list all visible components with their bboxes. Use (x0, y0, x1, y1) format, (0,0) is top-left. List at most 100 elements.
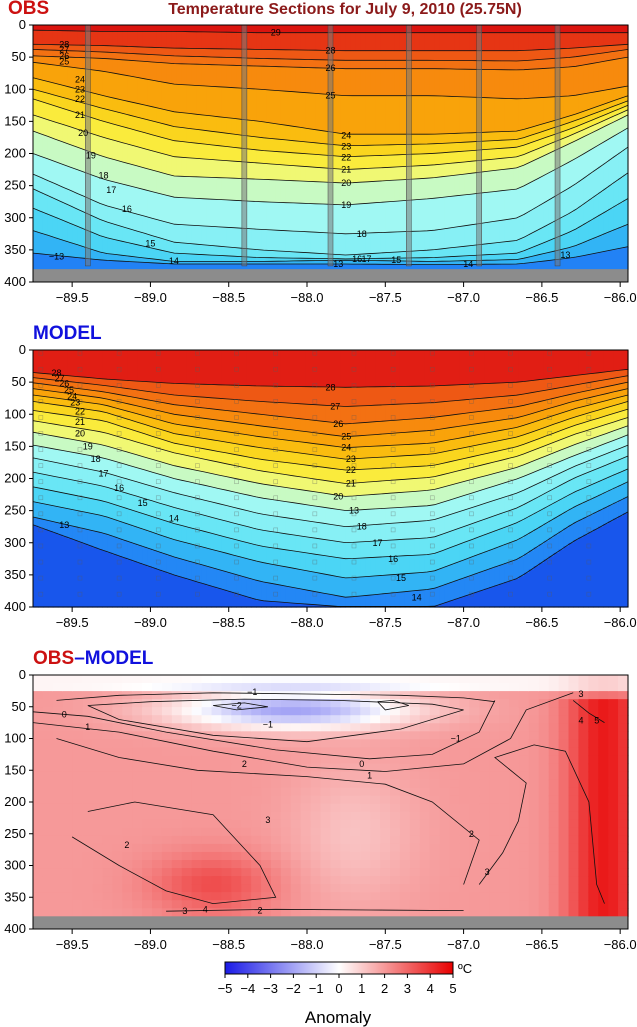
field-cell (191, 198, 198, 226)
field-cell (127, 524, 133, 543)
field-cell (295, 430, 302, 443)
field-cell (92, 350, 99, 379)
field-cell (325, 456, 332, 469)
field-cell (404, 491, 411, 508)
field-cell (87, 402, 94, 411)
field-cell (310, 505, 317, 523)
field-cell (176, 127, 183, 142)
field-cell (147, 79, 153, 107)
field-cell (588, 438, 594, 450)
field-cell (578, 442, 584, 454)
field-cell (261, 437, 267, 449)
field-cell (191, 158, 198, 178)
field-cell (454, 471, 461, 485)
field-cell (429, 465, 436, 478)
station-cast (241, 24, 248, 267)
field-cell (523, 553, 530, 574)
field-cell (285, 251, 292, 259)
field-cell (325, 405, 332, 423)
field-cell (37, 395, 44, 404)
field-cell (72, 168, 79, 194)
field-cell (127, 411, 133, 421)
field-cell (72, 427, 79, 441)
field-cell (251, 435, 257, 448)
field-cell (553, 501, 560, 519)
field-cell (275, 180, 282, 203)
field-cell (166, 263, 173, 270)
field-cell (439, 416, 446, 430)
field-cell (444, 473, 451, 487)
field-cell (181, 395, 188, 407)
field-cell (82, 482, 89, 498)
field-cell (563, 248, 570, 260)
anomaly-cell (52, 771, 64, 781)
field-cell (92, 384, 99, 392)
field-cell (479, 244, 485, 256)
field-cell (345, 470, 351, 485)
field-cell (479, 260, 485, 265)
field-cell (350, 204, 356, 235)
anomaly-cell (33, 763, 44, 773)
field-cell (206, 56, 213, 66)
field-cell (608, 505, 614, 522)
field-cell (439, 474, 446, 489)
field-cell (390, 201, 396, 233)
field-cell (533, 412, 540, 422)
field-cell (241, 525, 247, 543)
field-cell (593, 32, 599, 48)
grid-point (508, 527, 513, 533)
field-cell (251, 264, 257, 270)
field-cell (330, 481, 337, 496)
field-cell (608, 117, 614, 125)
field-cell (360, 446, 366, 459)
contour-label: 14 (169, 256, 179, 266)
field-cell (474, 398, 480, 413)
anomaly-cell (52, 723, 64, 732)
field-cell (504, 526, 510, 545)
field-cell (137, 262, 143, 270)
field-cell (464, 468, 470, 482)
field-cell (409, 403, 416, 420)
field-cell (211, 48, 218, 58)
field-cell (623, 409, 629, 419)
field-cell (434, 488, 441, 505)
field-cell (608, 399, 614, 408)
field-cell (449, 564, 456, 583)
anomaly-cell (152, 707, 163, 716)
field-cell (137, 231, 143, 246)
field-cell (474, 383, 480, 400)
field-cell (558, 484, 565, 500)
contour-label: 13 (333, 259, 343, 269)
field-cell (97, 235, 104, 253)
field-cell (92, 403, 99, 412)
anomaly-cell (82, 868, 94, 877)
field-cell (499, 169, 505, 192)
grid-point (38, 350, 44, 356)
field-cell (394, 432, 401, 446)
field-cell (122, 53, 128, 61)
field-cell (380, 404, 386, 422)
field-cell (67, 509, 74, 527)
field-cell (161, 138, 168, 155)
field-cell (315, 260, 322, 265)
grid-point (77, 415, 83, 420)
field-cell (618, 472, 624, 486)
field-cell (152, 486, 158, 503)
field-cell (533, 255, 540, 263)
field-cell (107, 535, 113, 554)
field-cell (375, 95, 381, 135)
field-cell (345, 156, 351, 171)
anomaly-cell (92, 803, 104, 813)
field-cell (404, 539, 411, 557)
field-cell (102, 385, 108, 393)
anomaly-cell (161, 675, 173, 684)
grid-point (390, 575, 396, 581)
field-cell (47, 505, 54, 522)
field-cell (414, 178, 421, 201)
field-cell (42, 378, 49, 385)
field-cell (62, 406, 69, 416)
field-cell (52, 50, 59, 58)
field-cell (499, 190, 505, 221)
anomaly-cell (33, 851, 44, 861)
field-cell (181, 415, 188, 427)
